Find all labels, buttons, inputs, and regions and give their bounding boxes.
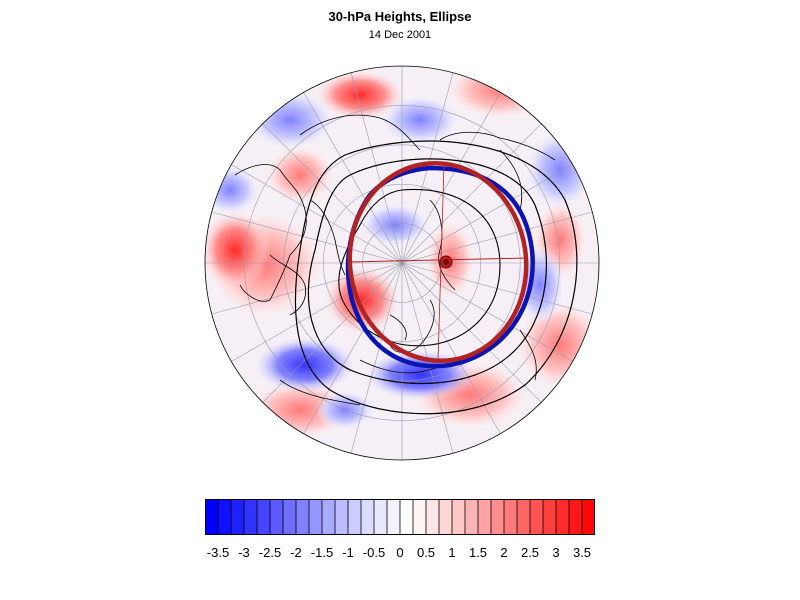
colorbar-swatch [205,499,219,535]
colorbar-swatch [569,499,583,535]
anomaly-field [205,66,599,460]
graticule [205,66,599,460]
colorbar-swatch [543,499,557,535]
ellipse-center-dot [443,259,449,265]
colorbar-tick-label: 1 [448,545,456,560]
colorbar-swatch [400,499,414,535]
meridian-line [350,262,403,454]
colorbar-swatch [413,499,427,535]
colorbar-tick-label: -2.5 [258,545,282,560]
meridian-line [350,72,403,264]
meridian-line [401,123,542,264]
colorbar-swatch [361,499,375,535]
colorbar-swatch [439,499,453,535]
colorbar-tick-label: -3 [238,545,250,560]
meridian-line [401,211,593,264]
colorbar-swatch [283,499,297,535]
height-contours [294,140,578,415]
colorbar-swatch [556,499,570,535]
colorbar-tick-label: 0 [396,545,404,560]
colorbar-swatch [309,499,323,535]
colorbar-swatch [231,499,245,535]
meridian-line [262,262,403,403]
colorbar-labels: -3.5 -3 -2.5 -2 -1.5 -1 -0.5 0 0.5 1 1.5 2 2.5 3 3.5 [0,545,800,561]
colorbar-tick-label: 3 [552,545,560,560]
colorbar-tick-label: 2.5 [520,545,540,560]
colorbar-swatch [374,499,388,535]
colorbar [205,499,595,535]
colorbar-swatch [348,499,362,535]
colorbar-tick-label: 3.5 [572,545,592,560]
colorbar-swatch [517,499,531,535]
meridian-line [231,262,403,362]
colorbar-swatch [218,499,232,535]
colorbar-tick-label: -1 [342,545,354,560]
meridian-line [211,211,403,264]
coastlines [234,114,556,406]
colorbar-border [205,499,595,535]
colorbar-tick-label: 1.5 [468,545,488,560]
colorbar-tick-label: 2 [500,545,508,560]
figure-subtitle: 14 Dec 2001 [368,29,432,41]
meridian-line [401,164,573,264]
colorbar-tick-label: 0.5 [416,545,436,560]
colorbar-swatch [465,499,479,535]
colorbar-tick-label: -1.5 [310,545,334,560]
meridian-line [231,164,403,264]
colorbar-swatch [504,499,518,535]
colorbar-tick-label: -3.5 [206,545,230,560]
colorbar-swatch [491,499,505,535]
colorbar-swatch [244,499,258,535]
colorbar-swatch [270,499,284,535]
meridian-line [401,92,501,264]
ellipse-major-axis [349,257,529,263]
colorbar-swatch [426,499,440,535]
meridian-line [211,262,403,315]
figure-title: 30-hPa Heights, Ellipse [328,9,472,24]
globe-outline [204,65,600,461]
colorbar-swatch [478,499,492,535]
fitted-ellipse [347,160,529,364]
meridian-line [303,92,403,264]
colorbar-swatch [387,499,401,535]
colorbar-swatch [322,499,336,535]
colorbar-swatch [582,499,595,535]
colorbar-swatch [452,499,466,535]
colorbar-swatch [335,499,349,535]
meridian-line [401,262,542,403]
meridian-line [401,262,573,362]
colorbar-swatch [257,499,271,535]
colorbar-swatch [530,499,544,535]
colorbar-swatch [296,499,310,535]
meridian-line [303,262,403,434]
colorbar-tick-label: -2 [290,545,302,560]
colorbar-tick-label: -0.5 [362,545,386,560]
